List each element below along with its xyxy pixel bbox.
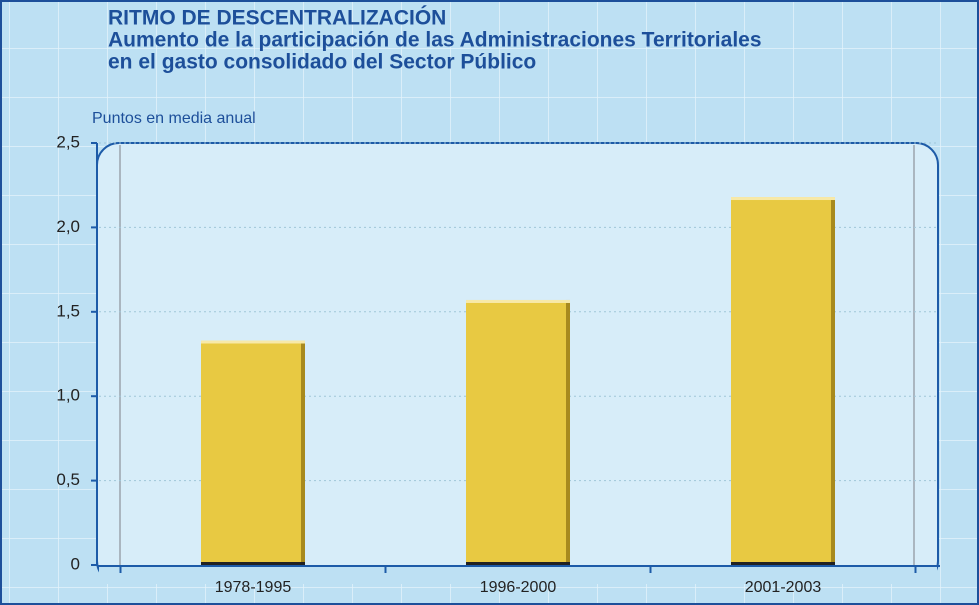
bar-shade (831, 197, 835, 566)
x-tick-label: 2001-2003 (745, 579, 822, 596)
x-tick-label: 1996-2000 (480, 579, 557, 596)
y-tick-label: 0 (71, 554, 80, 573)
y-tick-label: 0,5 (56, 470, 80, 489)
y-tick-label: 1,5 (56, 301, 80, 320)
chart-subtitle: Aumento de la participación de las Admin… (108, 29, 762, 52)
bar-base (731, 562, 835, 565)
chart-subtitle: en el gasto consolidado del Sector Públi… (108, 51, 536, 74)
bar-highlight (201, 340, 305, 344)
x-tick-label: 1978-1995 (215, 579, 292, 596)
y-tick-label: 2,5 (56, 132, 80, 151)
bar-highlight (466, 299, 570, 303)
bar-base (466, 562, 570, 565)
y-axis-label: Puntos en media anual (92, 110, 256, 127)
bar-shade (566, 299, 570, 565)
y-tick-label: 2,0 (56, 217, 80, 236)
chart-title: RITMO DE DESCENTRALIZACIÓN (108, 6, 446, 30)
bar-highlight (731, 197, 835, 201)
bar (731, 197, 835, 566)
bar-base (201, 562, 305, 565)
y-tick-label: 1,0 (56, 386, 80, 405)
plot-base (99, 566, 937, 584)
bar-shade (301, 340, 305, 565)
bar (201, 340, 305, 565)
bar (466, 299, 570, 565)
